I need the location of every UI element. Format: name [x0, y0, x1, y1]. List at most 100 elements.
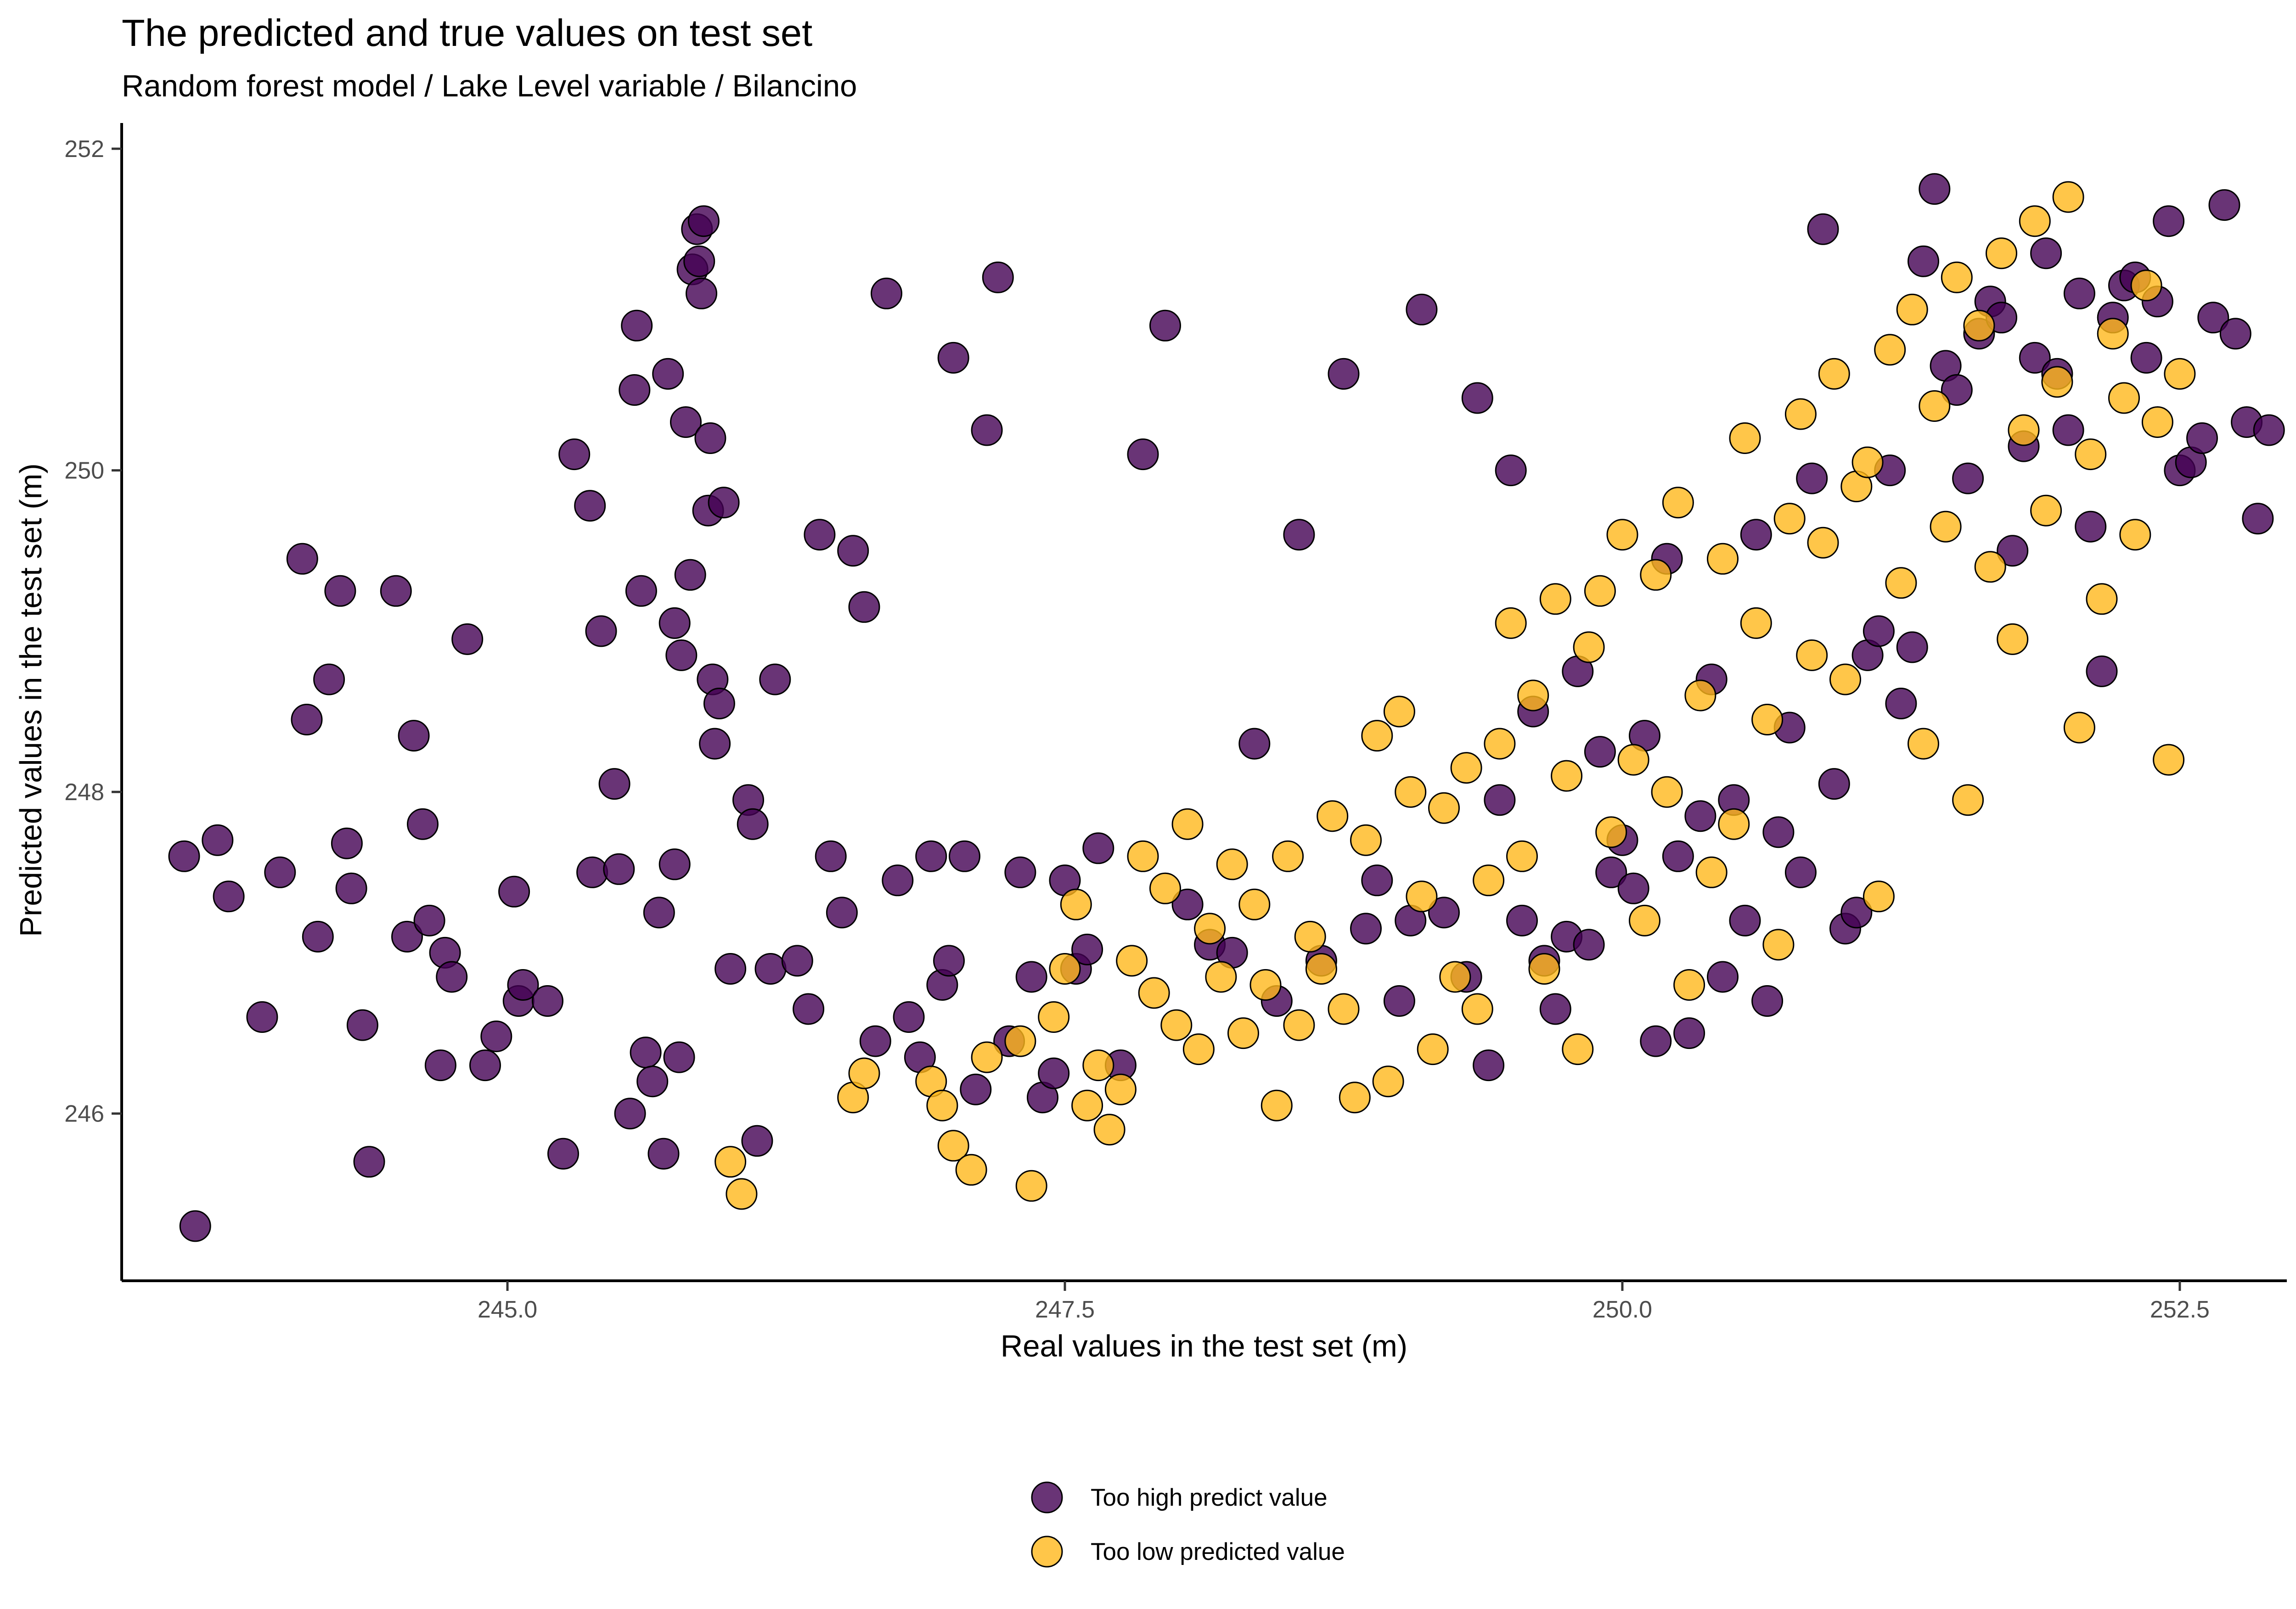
legend: Too high predict value Too low predicted… [1031, 1481, 1345, 1568]
data-point [703, 688, 735, 719]
data-point [982, 261, 1014, 293]
x-axis-title: Real values in the test set (m) [1001, 1329, 1407, 1363]
data-point [1328, 993, 1360, 1025]
data-point [391, 920, 423, 953]
data-point [737, 808, 769, 840]
data-point [2242, 503, 2274, 535]
data-point [1908, 245, 1939, 277]
data-point [1684, 800, 1716, 832]
data-point [971, 414, 1003, 446]
data-point [619, 374, 651, 406]
data-point [2130, 342, 2162, 374]
data-point [2052, 414, 2084, 446]
data-point [1328, 358, 1360, 390]
data-point [213, 880, 245, 913]
data-point [291, 704, 323, 735]
legend-key-too-high [1031, 1481, 1063, 1514]
data-point [1216, 848, 1248, 880]
data-point [1606, 519, 1638, 551]
data-point [2141, 406, 2173, 438]
data-point [1573, 929, 1605, 961]
data-point [547, 1138, 579, 1170]
data-point [1238, 888, 1271, 920]
chart-title: The predicted and true values on test se… [122, 11, 812, 54]
data-point [1707, 961, 1739, 993]
data-point [652, 358, 684, 390]
data-point [1093, 1114, 1125, 1146]
data-point [1807, 213, 1839, 245]
data-point [2030, 494, 2062, 527]
data-point [1406, 880, 1438, 913]
data-point [1885, 688, 1917, 719]
data-point [2052, 181, 2084, 213]
data-point [413, 904, 445, 936]
data-point [1617, 744, 1649, 776]
data-point [2186, 422, 2218, 454]
data-point [1406, 293, 1438, 325]
data-point [1071, 1089, 1103, 1121]
y-tick-label: 246 [64, 1101, 104, 1127]
data-point [1885, 567, 1917, 599]
series-too-low [715, 181, 2196, 1210]
data-point [1127, 438, 1159, 471]
data-point [335, 872, 367, 904]
data-point [286, 543, 318, 575]
data-point [1049, 953, 1081, 985]
data-point [1171, 808, 1204, 840]
data-point [424, 1049, 456, 1082]
data-point [658, 607, 691, 639]
data-point [1182, 1033, 1215, 1065]
data-point [674, 559, 706, 591]
data-point [1495, 607, 1527, 639]
data-point [2086, 583, 2118, 615]
data-point [804, 519, 836, 551]
data-point [1740, 607, 1772, 639]
data-point [1986, 237, 2017, 269]
legend-label-too-high: Too high predict value [1091, 1484, 1328, 1511]
data-point [699, 728, 731, 760]
points-layer [168, 173, 2285, 1242]
data-point [1863, 615, 1895, 647]
data-point [1740, 519, 1772, 551]
data-point [1082, 832, 1114, 864]
data-point [2153, 744, 2185, 776]
data-point [202, 824, 234, 856]
data-point [1428, 897, 1460, 929]
data-point [1640, 559, 1672, 591]
data-point [302, 920, 334, 953]
data-point [1004, 1025, 1036, 1057]
data-point [246, 1001, 278, 1033]
data-point [1941, 374, 1973, 406]
x-tick-label: 252.5 [2150, 1296, 2210, 1323]
data-point [574, 490, 606, 522]
x-axis-ticks: 245.0 247.5 250.0 252.5 [478, 1281, 2210, 1323]
data-point [687, 205, 720, 237]
data-point [1796, 462, 1828, 494]
data-point [2197, 302, 2229, 334]
data-point [837, 535, 869, 567]
data-point [1249, 969, 1282, 1001]
data-point [1919, 390, 1951, 422]
data-point [1673, 969, 1705, 1001]
data-point [630, 1037, 662, 1069]
data-point [585, 615, 617, 647]
data-point [1484, 784, 1516, 816]
data-point [1227, 1017, 1259, 1049]
data-point [1116, 945, 1148, 977]
data-point [1395, 776, 1427, 808]
data-point [1952, 462, 1984, 494]
data-point [726, 1178, 758, 1210]
data-point [636, 1065, 669, 1098]
y-tick-label: 248 [64, 779, 104, 806]
y-tick-label: 250 [64, 458, 104, 484]
data-point [1829, 663, 1861, 695]
data-point [2253, 414, 2285, 446]
data-point [1941, 261, 1973, 293]
data-point [1796, 639, 1828, 671]
data-point [1484, 728, 1516, 760]
data-point [1974, 551, 2006, 583]
data-point [793, 993, 825, 1025]
data-point [2019, 342, 2051, 374]
data-point [1807, 527, 1839, 559]
data-point [694, 422, 726, 454]
